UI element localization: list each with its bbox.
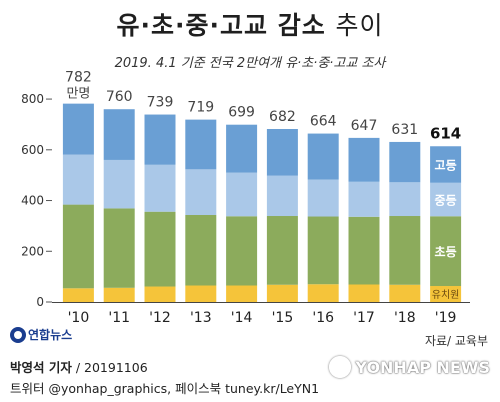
yonhap-logo-icon xyxy=(10,326,26,343)
bar-segment-elementary xyxy=(62,204,94,289)
bar-segment-high xyxy=(144,114,176,165)
x-tick-label: '12 xyxy=(149,310,171,326)
bar-segment-elementary xyxy=(144,211,176,287)
total-data-label: 647 xyxy=(351,118,378,134)
bar-segment-elementary xyxy=(103,208,135,288)
chart-title: 유·초·중·고교 감소 추이 xyxy=(0,6,500,42)
total-data-label: 719 xyxy=(187,100,214,116)
bar-segment-elementary xyxy=(185,214,217,286)
bar-segment-middle xyxy=(226,172,258,217)
chart-title-main: 유·초·중·고교 감소 xyxy=(116,11,326,40)
source-note: 자료/ 교육부 xyxy=(424,334,488,348)
total-data-label: 631 xyxy=(391,122,418,138)
bar-segment-kindergarten xyxy=(185,285,217,302)
bar-segment-elementary xyxy=(266,216,298,285)
x-tick-label: '14 xyxy=(231,310,253,326)
social-links: 트위터 @yonhap_graphics, 페이스북 tuney.kr/LeYN… xyxy=(10,381,320,396)
bar-segment-kindergarten xyxy=(389,284,421,302)
bar-segment-elementary xyxy=(389,216,421,285)
y-tick-label: 400 xyxy=(21,194,44,208)
bar-segment-high xyxy=(62,103,94,155)
y-tick-label: 800 xyxy=(21,92,44,106)
bar-segment-middle xyxy=(307,179,339,217)
bar-segment-elementary xyxy=(348,216,380,285)
legend-label-middle: 중등 xyxy=(435,194,457,208)
bar-segment-high xyxy=(389,141,421,183)
bar-segment-high xyxy=(103,109,135,160)
bar-segment-middle xyxy=(348,181,380,217)
chart-title-trend: 추이 xyxy=(335,11,384,40)
bar-segment-middle xyxy=(185,169,217,215)
total-data-label: 682 xyxy=(269,109,296,125)
legend-label-elementary: 초등 xyxy=(435,245,457,259)
byline-date: / 20191106 xyxy=(71,360,148,375)
x-tick-label: '13 xyxy=(190,310,212,326)
bar-segment-kindergarten xyxy=(144,286,176,302)
bar-segment-elementary xyxy=(307,216,339,285)
bar-segment-kindergarten xyxy=(103,287,135,302)
total-data-label: 739 xyxy=(147,95,174,111)
yonhap-logo-text: 연합뉴스 xyxy=(28,328,73,342)
x-tick-label: '18 xyxy=(394,310,416,326)
total-data-label: 699 xyxy=(228,105,255,121)
bar-segment-middle xyxy=(430,182,462,217)
bar-segment-middle xyxy=(266,175,298,217)
y-tick-label: 600 xyxy=(21,143,44,157)
x-tick-label: '16 xyxy=(312,310,334,326)
yonhap-watermark: YONHAP NEWS xyxy=(329,356,490,378)
x-tick-label: '17 xyxy=(353,310,375,326)
chart-subtitle: 2019. 4.1 기준 전국 2만여개 유·초·중·고교 조사 xyxy=(114,56,386,71)
bar-segment-kindergarten xyxy=(307,284,339,302)
yonhap-logo: 연합뉴스 xyxy=(10,326,72,343)
bar-segment-high xyxy=(430,146,462,183)
yonhap-watermark-icon xyxy=(329,356,352,378)
bar-segment-high xyxy=(266,129,298,176)
bar-segment-middle xyxy=(103,159,135,209)
bar-segment-kindergarten xyxy=(226,285,258,302)
total-data-label: 782 xyxy=(65,70,92,86)
byline: 박영석 기자 / 20191106 xyxy=(10,357,148,376)
bar-segment-high xyxy=(226,124,258,173)
bar-segment-middle xyxy=(389,182,421,217)
x-tick-label: '10 xyxy=(68,310,90,326)
bar-segment-kindergarten xyxy=(348,284,380,302)
bar-segment-high xyxy=(185,119,217,170)
total-data-label: 760 xyxy=(106,89,133,105)
legend-label-high: 고등 xyxy=(435,159,457,173)
yonhap-watermark-text: YONHAP NEWS xyxy=(355,357,490,377)
total-unit-label: 만명 xyxy=(66,87,90,102)
y-tick-label: 0 xyxy=(36,295,44,309)
total-data-label: 614 xyxy=(430,124,461,142)
x-tick-label: '19 xyxy=(435,310,457,326)
bar-segment-middle xyxy=(62,154,94,205)
bar-segment-kindergarten xyxy=(430,286,462,302)
bar-segment-kindergarten xyxy=(266,284,298,302)
bar-segment-high xyxy=(348,137,380,182)
bar-segment-elementary xyxy=(226,216,258,286)
bar-segment-kindergarten xyxy=(62,288,94,302)
x-tick-label: '11 xyxy=(108,310,130,326)
total-data-label: 664 xyxy=(310,114,337,130)
byline-name: 박영석 기자 xyxy=(10,360,72,375)
x-tick-label: '15 xyxy=(272,310,294,326)
legend-label-kindergarten: 유치원 xyxy=(432,289,460,301)
bar-segment-middle xyxy=(144,164,176,212)
bar-segment-elementary xyxy=(430,216,462,287)
y-tick-label: 200 xyxy=(21,244,44,258)
bar-segment-high xyxy=(307,133,339,180)
